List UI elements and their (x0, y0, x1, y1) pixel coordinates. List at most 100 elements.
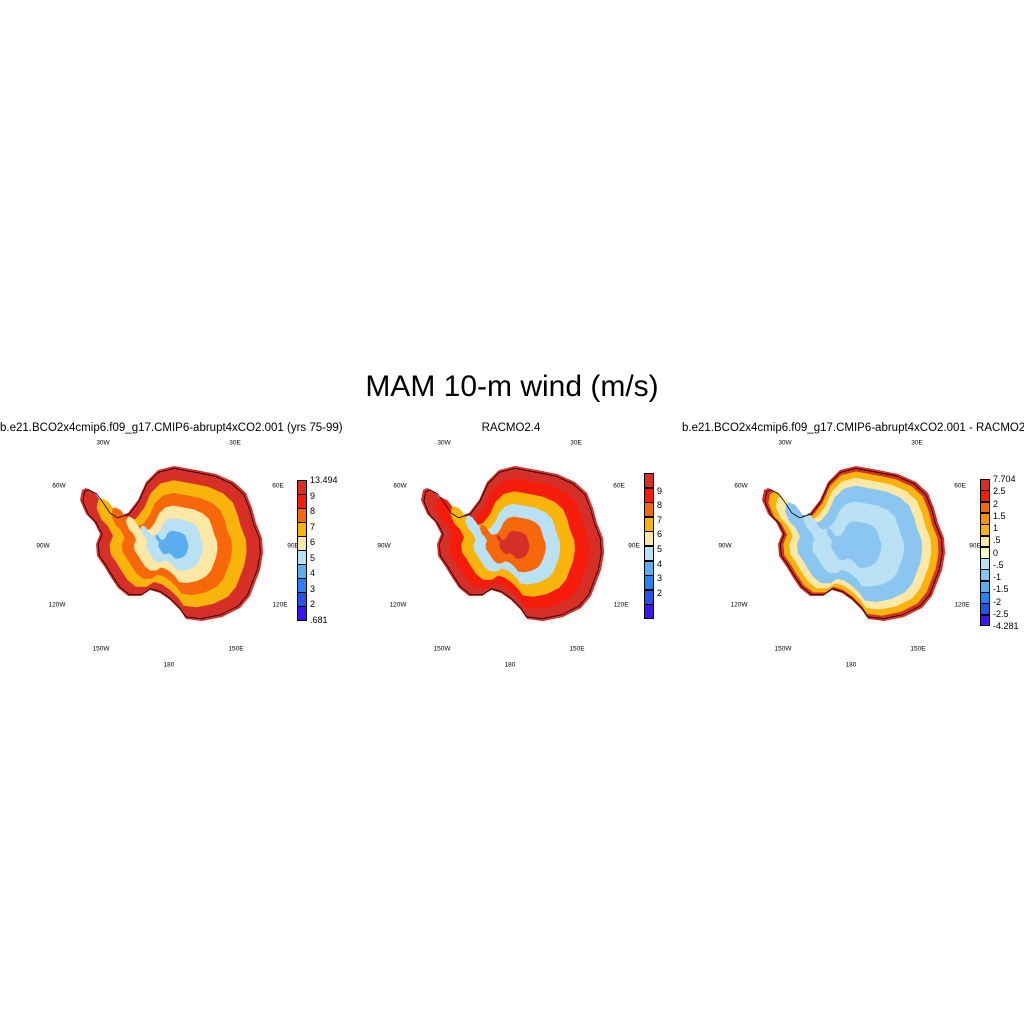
longitude-label: 120E (272, 601, 288, 609)
colorbar-label: 2 (657, 587, 663, 598)
longitude-label: 30E (229, 439, 241, 447)
colorbar-label: 3 (310, 583, 316, 594)
colorbar-cell (980, 603, 990, 616)
colorbar-cell (980, 490, 990, 503)
figure-title: MAM 10-m wind (m/s) (365, 370, 659, 403)
colorbar-cell (980, 535, 990, 548)
longitude-label: 90E (628, 542, 640, 550)
colorbar-label: 8 (310, 506, 316, 517)
colorbar-label: 4 (310, 568, 316, 579)
colorbar-label: 1 (993, 523, 999, 533)
colorbar-label: 9 (310, 490, 316, 501)
colorbar-label: -1.5 (993, 584, 1009, 595)
colorbar-label: -1 (993, 572, 1002, 582)
longitude-label: 60W (734, 482, 748, 490)
colorbar-cell (297, 522, 307, 537)
longitude-label: 90W (377, 542, 391, 550)
colorbar-cell (980, 592, 990, 604)
longitude-label: 60E (954, 482, 966, 490)
panel-difference: b.e21.BCO2x4cmip6.f09_g17.CMIP6-abrupt4x… (682, 420, 1024, 680)
coastline (764, 467, 943, 620)
longitude-label: 120W (389, 601, 407, 609)
colorbar-cell (980, 569, 990, 582)
colorbar-label: 5 (310, 552, 316, 563)
colorbar-cell (980, 524, 990, 537)
colorbar-cell (980, 512, 990, 525)
colorbar-cell (297, 592, 307, 607)
colorbar-cell (644, 516, 654, 532)
colorbar-label: -2.5 (993, 608, 1009, 619)
longitude-label: 150W (92, 645, 110, 653)
colorbar-label: -2 (993, 596, 1002, 607)
antarctica-map (762, 466, 945, 621)
colorbar-cell (980, 479, 990, 491)
panel-title: RACMO2.4 (481, 422, 541, 434)
panel-racmo: RACMO2.4 30W 30E 60W 60E 90W 90E 120W 120E 150W 1… (341, 420, 681, 680)
coastline (423, 467, 602, 620)
colorbar-cell (980, 558, 990, 570)
longitude-label: 150E (569, 645, 585, 653)
colorbar-cell (980, 546, 990, 559)
colorbar-cell (297, 606, 307, 621)
colorbar-label: 1.5 (993, 510, 1006, 521)
colorbar-cell (297, 480, 307, 495)
longitude-label: 60E (613, 482, 625, 490)
panel-title: b.e21.BCO2x4cmip6.f09_g17.CMIP6-abrupt4x… (682, 422, 1024, 434)
colorbar-cell (644, 560, 654, 576)
colorbar-label: 2.5 (993, 486, 1006, 497)
longitude-label: 90W (36, 542, 50, 550)
longitude-label: 90E (287, 542, 299, 550)
map-field-band (155, 530, 189, 559)
colorbar-cell (644, 546, 654, 562)
colorbar-label: 6 (310, 537, 316, 548)
colorbar-cell (297, 536, 307, 551)
longitude-label: 90W (718, 542, 732, 550)
colorbar-label: .5 (993, 535, 1001, 546)
colorbar-cell (980, 614, 990, 627)
colorbar-label: 8 (657, 500, 663, 511)
colorbar-label: 2 (993, 498, 999, 509)
longitude-label: 120W (48, 601, 66, 609)
longitude-label: 150W (433, 645, 451, 653)
longitude-label: 60E (272, 482, 284, 490)
longitude-label: 30E (911, 439, 923, 447)
map-field-band (496, 530, 530, 559)
colorbar-cell (644, 502, 654, 518)
colorbar-label: -4.281 (993, 621, 1019, 631)
colorbar-cell (644, 604, 654, 620)
colorbar-label: 7.704 (993, 474, 1016, 484)
colorbar-label: 7 (310, 521, 316, 532)
longitude-label: 60W (52, 482, 66, 490)
longitude-label: 120E (613, 601, 629, 609)
colorbar-label: 6 (657, 529, 663, 540)
longitude-label: 60W (393, 482, 407, 490)
colorbar-label: 3 (657, 573, 663, 584)
longitude-label: 150W (774, 645, 792, 653)
colorbar-label: 0 (993, 547, 999, 558)
colorbar-label: -.5 (993, 559, 1004, 570)
colorbar-cell (980, 580, 990, 593)
colorbar-label: 13.494 (310, 475, 338, 485)
colorbar-cell (644, 531, 654, 547)
panel-title: b.e21.BCO2x4cmip6.f09_g17.CMIP6-abrupt4x… (0, 422, 343, 434)
colorbar-label: .681 (310, 615, 328, 625)
longitude-label: 180 (845, 661, 857, 669)
colorbar-label: 5 (657, 544, 663, 554)
colorbar-cell (644, 487, 654, 503)
colorbar-cell (297, 564, 307, 579)
longitude-label: 90E (969, 542, 981, 550)
colorbar-label: 2 (310, 599, 316, 610)
longitude-label: 150E (910, 645, 926, 653)
longitude-label: 30E (570, 439, 582, 447)
longitude-label: 30W (437, 439, 451, 447)
colorbar-cell (297, 578, 307, 593)
colorbar-cell (644, 575, 654, 591)
colorbar-label: 4 (657, 558, 663, 569)
longitude-label: 150E (228, 645, 244, 653)
colorbar-label: 9 (657, 485, 663, 496)
colorbar-cell (297, 494, 307, 509)
longitude-label: 120W (730, 601, 748, 609)
colorbar-cell (980, 501, 990, 514)
longitude-label: 180 (504, 661, 516, 669)
panel-model: b.e21.BCO2x4cmip6.f09_g17.CMIP6-abrupt4x… (0, 420, 343, 680)
